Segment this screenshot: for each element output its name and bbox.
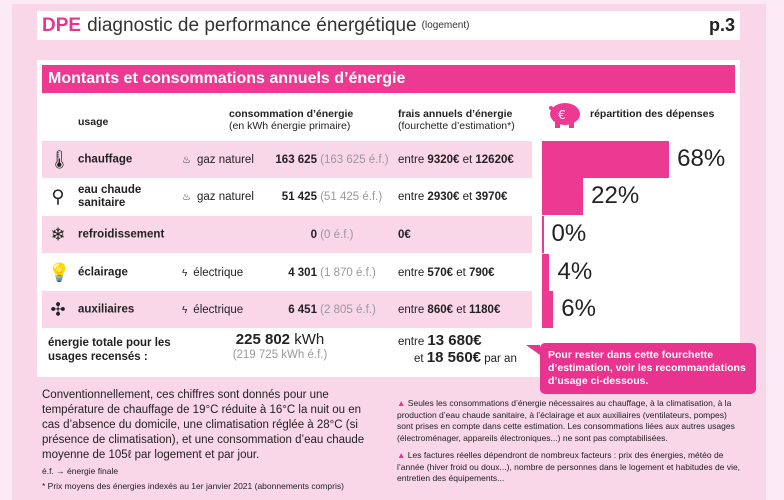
note-2: ▲ Les factures réelles dépendront de nom… [397,450,741,483]
cost-range: entre 2930€ et 3970€ [398,190,508,203]
ef-legend: é.f. → énergie finale [42,466,119,476]
prices-note: * Prix moyens des énergies indexés au 1e… [42,481,344,491]
flame-icon: ♨ [182,154,191,166]
warning-icon: ▲ [397,450,406,460]
col-usage: usage [78,116,109,128]
fuel: ϟ électrique [182,303,244,316]
header-subtitle: (logement) [421,20,470,31]
usage-label: chauffage [78,153,133,165]
total-consumption: 225 802 kWh (219 725 kWh é.f.) [232,331,328,361]
conventions-text: Conventionnellement, ces chiffres sont d… [42,389,365,461]
consumption: 4 301 (1 870 é.f.) [288,266,376,279]
col-split: répartition des dépenses [590,108,715,120]
fuel: ♨ gaz naturel [182,190,254,203]
split-percent: 22% [591,182,640,209]
col-consumption: consommation d’énergie (en kWh énergie pr… [229,108,354,132]
svg-text:€: € [558,108,566,122]
cost-range: entre 860€ et 1180€ [398,303,501,316]
usage-label: éclairage [78,266,128,278]
dpe-brand: DPE [42,14,82,36]
fuel: ϟ électrique [182,266,244,279]
split-bar [542,291,554,328]
table-row: ❄ refroidissement 0 (0 é.f.) 0€ [42,216,532,253]
col-costs: frais annuels d’énergie (fourchette d’est… [398,108,515,132]
table-row: ✣ auxiliaires ϟ électrique 6 451 (2 805 é… [42,291,532,328]
split-bar [542,254,550,291]
total-costs: entre 13 680€ et 18 560€ par an [398,332,517,366]
table-row: ⚲ eau chaude sanitaire ♨ gaz naturel 51 4… [42,178,532,215]
split-percent: 6% [561,295,596,322]
cost-range: entre 570€ et 790€ [398,266,495,279]
fan-icon: ✣ [50,299,66,319]
page-header: DPE diagnostic de performance énergétiqu… [37,11,740,40]
usage-label: eau chaude sanitaire [78,183,142,209]
consumption: 6 451 (2 805 é.f.) [288,303,376,316]
table-row: 💡 éclairage ϟ électrique 4 301 (1 870 é.f… [42,254,532,291]
consumption: 51 425 (51 425 é.f.) [281,190,383,203]
warning-icon: ▲ [397,398,406,408]
piggy-bank-icon: € [549,103,580,128]
section-title: Montants et consommations annuels d’éner… [42,65,735,93]
snowflake-icon: ❄ [50,224,66,244]
recommendation-callout: Pour rester dans cette fourchette d’esti… [526,343,756,394]
total-label: énergie totale pour les usages recensés … [48,337,171,363]
header-title: diagnostic de performance énergétique [87,14,417,36]
cost-range: entre 9320€ et 12620€ [398,153,514,166]
flame-icon: ♨ [182,191,191,203]
split-percent: 0% [551,220,587,247]
table-row: 🌡 chauffage ♨ gaz naturel 163 625 (163 62… [42,141,532,178]
warning-notes: ▲ Seules les consommations d’énergie néc… [397,398,742,491]
split-percent: 68% [677,145,726,172]
split-bar [542,216,544,253]
usage-label: auxiliaires [78,303,135,315]
split-bar [542,141,670,178]
page-number: p.3 [708,15,735,35]
split-percent: 4% [557,258,593,285]
consumption: 0 (0 é.f.) [310,228,354,241]
split-bar [542,178,584,215]
note-1: ▲ Seules les consommations d’énergie néc… [397,398,735,443]
cost-range: 0€ [398,228,411,241]
lightning-icon: ϟ [182,304,188,316]
fuel: ♨ gaz naturel [182,153,254,166]
faucet-icon: ⚲ [51,186,65,206]
lightbulb-icon: 💡 [48,262,71,282]
lightning-icon: ϟ [182,267,188,279]
consumption: 163 625 (163 625 é.f.) [275,153,389,166]
usage-label: refroidissement [78,228,165,240]
thermometer-icon: 🌡 [48,149,71,169]
